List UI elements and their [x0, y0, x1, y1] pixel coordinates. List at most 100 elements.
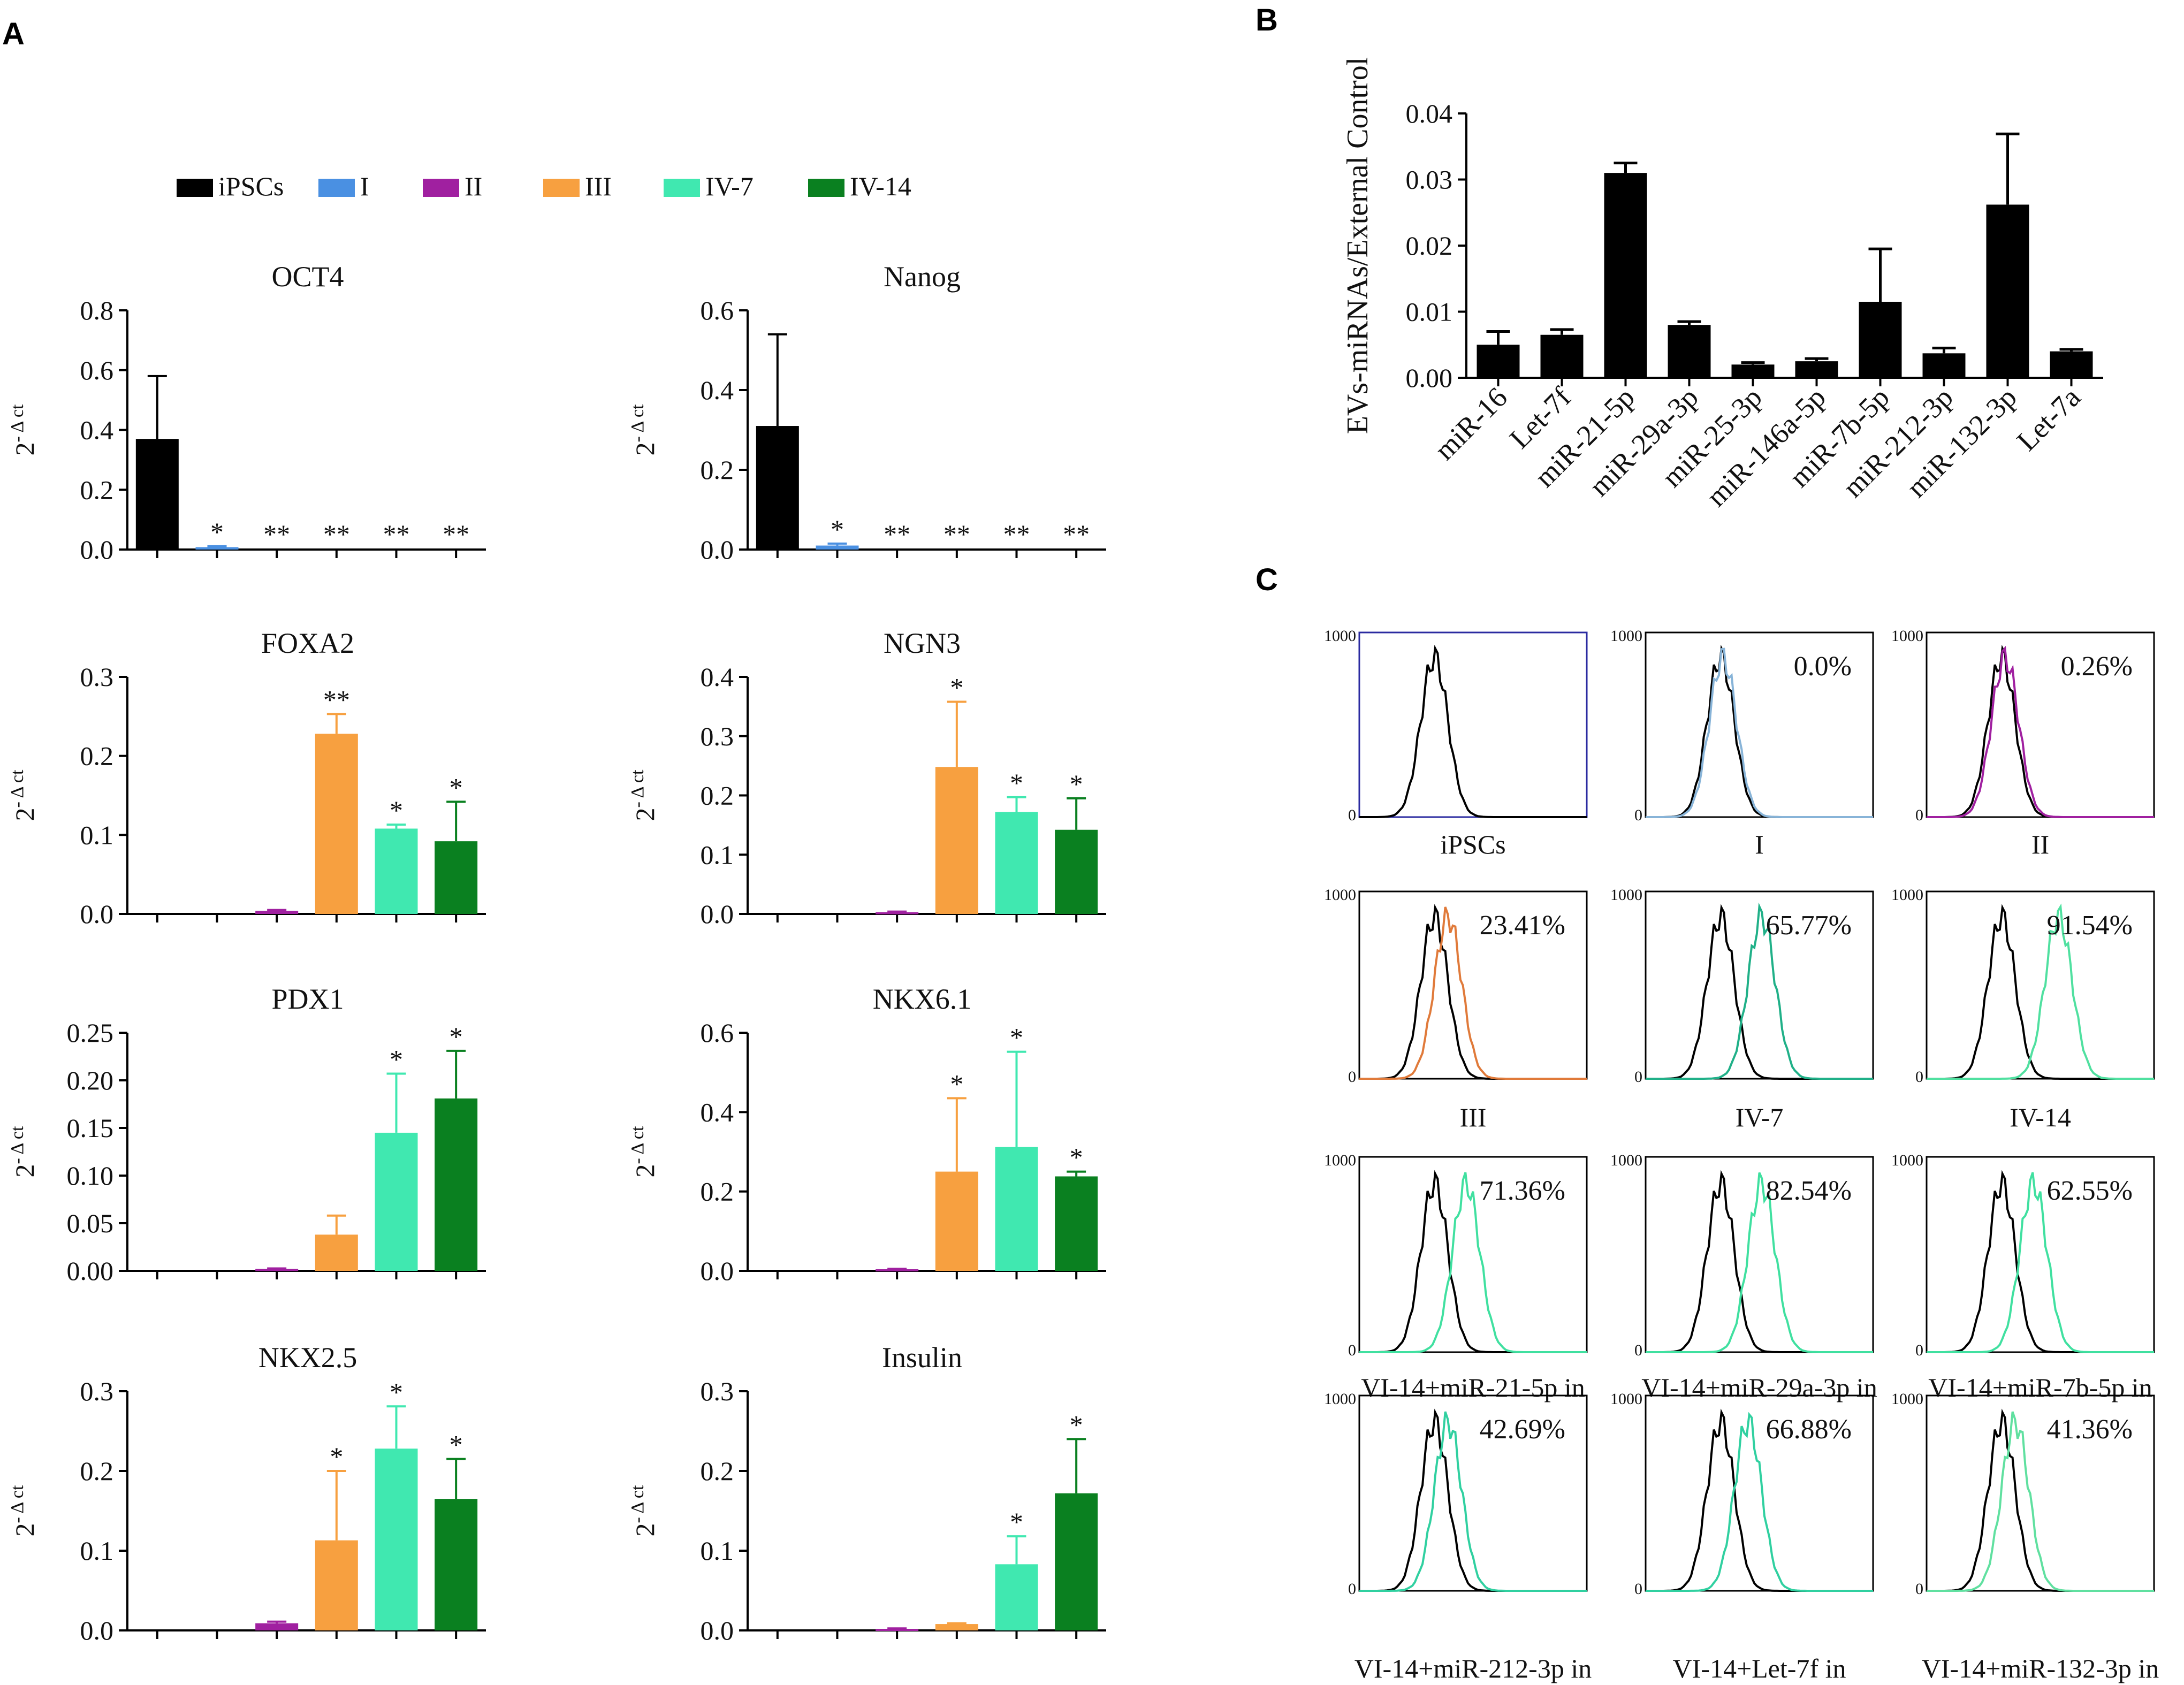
- y-tick-label: 0.0: [80, 899, 114, 929]
- y-tick-label: 0.2: [701, 1456, 734, 1486]
- panel-label-b: B: [1255, 3, 1278, 37]
- significance-marker: **: [1003, 519, 1030, 549]
- flow-axis-zero: 0: [1915, 1580, 1923, 1598]
- chart-title: NGN3: [884, 627, 961, 659]
- flow-panel-7: 1000 0 82.54% VI-14+miR-29a-3p in: [1610, 1152, 1877, 1402]
- significance-marker: *: [1070, 1409, 1083, 1439]
- flow-caption: VI-14+miR-21-5p in: [1361, 1373, 1585, 1402]
- flow-axis-zero: 0: [1634, 1580, 1642, 1598]
- bar-IV-7: [375, 1132, 418, 1271]
- y-axis-label: 2- Δ ct: [7, 1126, 40, 1178]
- significance-marker: **: [383, 519, 410, 549]
- legend: iPSCs I II III IV-7 IV-14: [177, 171, 911, 201]
- bar-miR-212-3p: [1922, 353, 1966, 378]
- significance-marker: **: [1063, 519, 1090, 549]
- y-tick-label: 0.2: [80, 475, 114, 505]
- flow-axis-max: 1000: [1891, 886, 1923, 904]
- legend-item-3: III: [543, 171, 612, 201]
- flow-axis-zero: 0: [1634, 1068, 1642, 1086]
- chart-title: FOXA2: [261, 627, 354, 659]
- y-tick-label: 0.8: [80, 295, 114, 325]
- legend-item-0: iPSCs: [177, 171, 284, 201]
- significance-marker: *: [1010, 1507, 1023, 1537]
- bar-IV-14: [435, 1098, 478, 1271]
- significance-marker: *: [210, 517, 224, 547]
- y-tick-label: 0.4: [701, 375, 734, 405]
- y-tick-label: 0.20: [67, 1065, 114, 1095]
- y-axis-label: 2- Δ ct: [7, 404, 40, 456]
- flow-caption: VI-14+miR-212-3p in: [1354, 1653, 1592, 1683]
- flow-panel-11: 1000 0 41.36% VI-14+miR-132-3p in: [1891, 1390, 2159, 1683]
- flow-axis-zero: 0: [1348, 1580, 1356, 1598]
- y-axis-label: 2- Δ ct: [628, 1126, 660, 1178]
- chart-nkx6-1: NKX6.1 0.0 0.2 0.4 0.6 2- Δ ct * * *: [628, 983, 1106, 1286]
- flow-frame: [1645, 890, 1874, 1080]
- flow-caption: I: [1755, 829, 1764, 859]
- y-tick-label: 0.2: [701, 455, 734, 485]
- flow-axis-zero: 0: [1915, 1068, 1923, 1086]
- chart-title: NKX6.1: [873, 983, 972, 1015]
- bar-iPSCs: [756, 426, 799, 550]
- flow-caption: IV-14: [2010, 1102, 2071, 1132]
- y-axis-label: 2- Δ ct: [628, 1485, 660, 1537]
- flow-caption: VI-14+miR-132-3p in: [1922, 1653, 2159, 1683]
- legend-swatch: [423, 179, 459, 197]
- flow-axis-max: 1000: [1324, 886, 1356, 904]
- chart-title: NKX2.5: [258, 1341, 357, 1374]
- y-axis-label: 2- Δ ct: [628, 769, 660, 821]
- bar-miR-21-5p: [1604, 173, 1647, 378]
- flow-panel-10: 1000 0 66.88% VI-14+Let-7f in: [1610, 1390, 1874, 1683]
- y-tick-label: 0.25: [67, 1018, 114, 1048]
- y-tick-label: 0.10: [67, 1161, 114, 1191]
- y-tick-label: 0.15: [67, 1113, 114, 1143]
- flow-frame: [1645, 1394, 1874, 1592]
- flow-percent: 71.36%: [1480, 1176, 1565, 1206]
- bar-II: [876, 912, 919, 914]
- sample-histogram: [1927, 903, 2154, 1080]
- sample-histogram: [1359, 1411, 1587, 1592]
- flow-frame: [1358, 1394, 1588, 1592]
- flow-percent: 66.88%: [1766, 1414, 1852, 1445]
- flow-percent: 62.55%: [2047, 1176, 2133, 1206]
- bar-I: [816, 545, 859, 550]
- bar-III: [315, 1234, 358, 1271]
- flow-axis-max: 1000: [1610, 886, 1642, 904]
- bar-II: [255, 1623, 299, 1630]
- y-tick-label: 0.6: [701, 295, 734, 325]
- y-tick-label: 0.6: [701, 1018, 734, 1048]
- flow-histograms: 1000 0 iPSCs 1000 0 0.0% I 1000 0 0.26% II 1000 0 23.…: [1324, 627, 2159, 1683]
- chart-title: Nanog: [884, 261, 961, 293]
- y-tick-label: 0.3: [701, 1376, 734, 1406]
- legend-swatch: [543, 179, 580, 197]
- significance-marker: *: [390, 795, 403, 825]
- y-tick-label: 0.6: [80, 355, 114, 385]
- significance-marker: *: [950, 673, 963, 703]
- chart-ngn3: NGN3 0.0 0.1 0.2 0.3 0.4 2- Δ ct * * *: [628, 627, 1106, 929]
- control-histogram: [1359, 644, 1587, 818]
- legend-item-2: II: [423, 171, 482, 201]
- flow-panel-5: 1000 0 91.54% IV-14: [1891, 886, 2155, 1132]
- y-tick-label: 0.4: [701, 1097, 734, 1127]
- flow-axis-zero: 0: [1915, 1341, 1923, 1359]
- bar-IV-7: [995, 1564, 1038, 1630]
- y-tick-label: 0.0: [701, 1615, 734, 1645]
- flow-axis-max: 1000: [1891, 1152, 1923, 1169]
- y-tick-label: 0.0: [80, 1615, 114, 1645]
- bar-IV-7: [375, 828, 418, 914]
- bar-miR-132-3p: [1986, 204, 2029, 378]
- y-axis-label: EVs-miRNAs/External Control: [1341, 57, 1374, 434]
- legend-label: II: [465, 171, 482, 201]
- sample-histogram: [1927, 646, 2154, 818]
- y-axis-label: 2- Δ ct: [628, 404, 660, 456]
- flow-axis-zero: 0: [1348, 1068, 1356, 1086]
- bar-I: [195, 547, 239, 550]
- flow-caption: III: [1460, 1102, 1487, 1132]
- y-tick-label: 0.1: [701, 1536, 734, 1566]
- flow-panel-0: 1000 0 iPSCs: [1324, 627, 1588, 859]
- y-tick-label: 0.0: [701, 1256, 734, 1286]
- panel-label-a: A: [2, 17, 25, 51]
- flow-axis-zero: 0: [1634, 806, 1642, 824]
